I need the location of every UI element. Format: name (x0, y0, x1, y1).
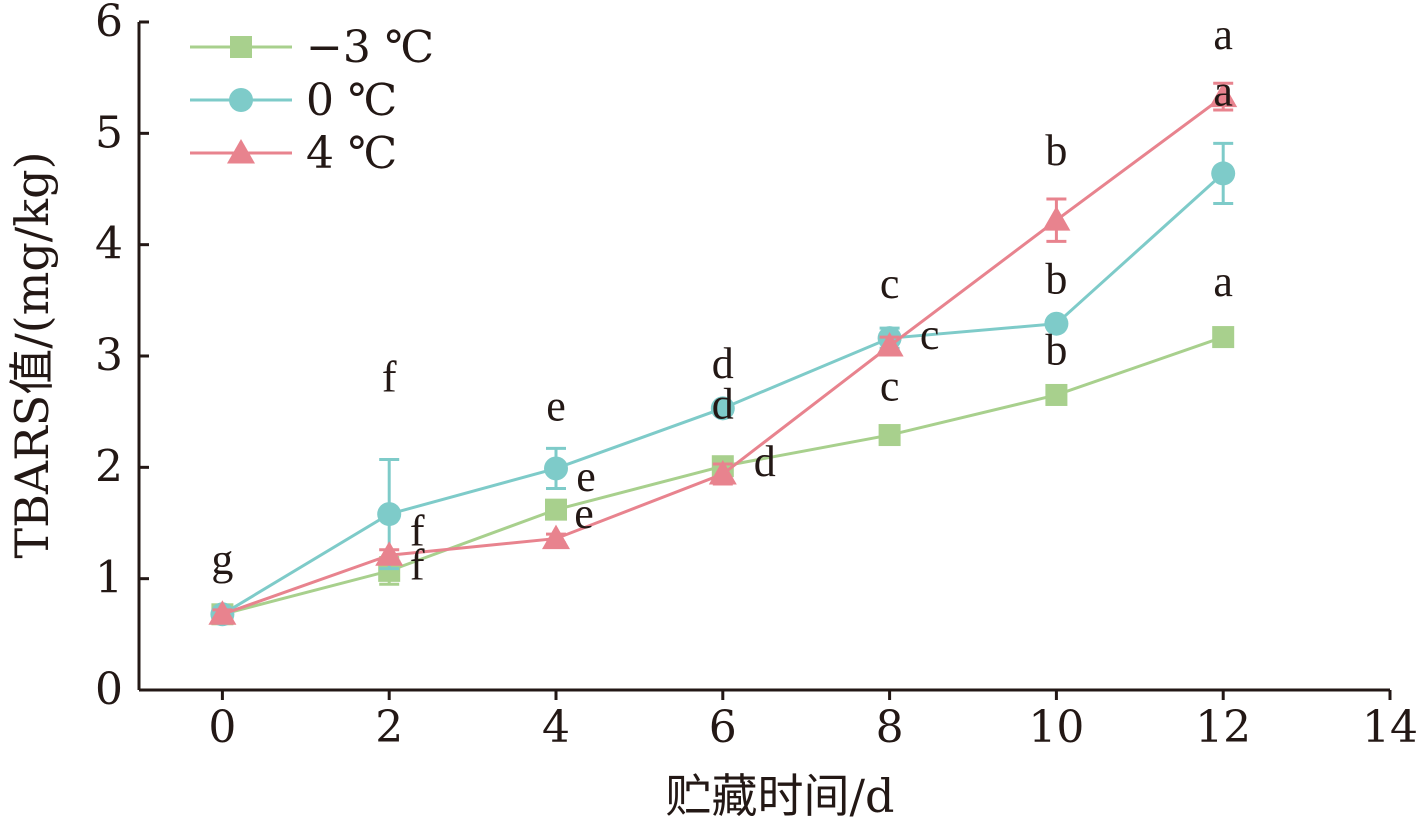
significance-label: f (382, 353, 397, 402)
significance-label: d (712, 380, 734, 429)
significance-label: g (211, 535, 233, 584)
legend-label: −3 ℃ (306, 22, 434, 73)
significance-label: e (546, 381, 566, 430)
legend-marker (230, 36, 252, 58)
legend-item-1: 0 ℃ (190, 75, 397, 126)
data-point (1211, 161, 1236, 186)
data-point (1212, 326, 1235, 349)
significance-label: b (1045, 254, 1067, 303)
legend-label: 4 ℃ (306, 128, 397, 179)
significance-label: a (1213, 66, 1233, 115)
y-tick-label: 1 (95, 553, 123, 604)
data-point (1209, 82, 1238, 108)
legend-marker (227, 139, 255, 164)
legend-marker (229, 88, 253, 112)
significance-label: f (410, 507, 425, 556)
series-layer (208, 81, 1238, 627)
data-point (208, 600, 237, 625)
y-tick-label: 5 (95, 107, 123, 158)
legend-label: 0 ℃ (306, 75, 397, 126)
data-point (375, 541, 404, 566)
y-tick-label: 4 (95, 219, 123, 270)
x-tick-label: 4 (542, 702, 570, 753)
y-tick-label: 2 (95, 441, 123, 492)
significance-label: c (920, 310, 940, 359)
x-tick-label: 0 (208, 702, 236, 753)
x-tick-label: 6 (709, 702, 737, 753)
significance-label: c (880, 259, 900, 308)
x-tick-label: 8 (876, 702, 904, 753)
data-point (878, 424, 901, 447)
data-point (377, 502, 402, 527)
y-tick-label: 6 (95, 0, 123, 47)
significance-label: e (576, 452, 596, 501)
legend-item-0: −3 ℃ (190, 22, 434, 73)
significance-label: c (880, 362, 900, 411)
x-axis-title: 贮藏时间/d (666, 769, 895, 823)
significance-label: b (1045, 326, 1067, 375)
data-point (1042, 206, 1071, 231)
series-2 (208, 81, 1238, 625)
data-point (708, 460, 737, 485)
data-point (1045, 383, 1068, 406)
data-point (710, 396, 735, 421)
data-point (1044, 311, 1069, 336)
y-axis-title: TBARS值/(mg/kg) (5, 151, 59, 558)
legend: −3 ℃0 ℃4 ℃ (190, 22, 434, 179)
significance-label: e (574, 489, 594, 538)
significance-label: f (410, 541, 425, 590)
y-tick-label: 3 (95, 330, 123, 381)
significance-label: a (1213, 257, 1233, 306)
x-tick-label: 2 (375, 702, 403, 753)
significance-label: d (712, 339, 734, 388)
x-tick-label: 10 (1028, 702, 1084, 753)
data-point (542, 524, 570, 550)
data-point (545, 498, 567, 521)
significance-label: a (1213, 10, 1233, 59)
significance-labels: g f e d c b a f e d c b a f e d c b a (211, 10, 1233, 589)
significance-label: d (754, 437, 776, 486)
data-point (544, 456, 568, 481)
x-tick-label: 14 (1362, 702, 1417, 753)
significance-label: b (1045, 126, 1067, 175)
data-point (875, 331, 904, 357)
y-tick-label: 0 (95, 664, 123, 715)
legend-item-2: 4 ℃ (190, 128, 397, 179)
x-tick-label: 12 (1195, 702, 1251, 753)
